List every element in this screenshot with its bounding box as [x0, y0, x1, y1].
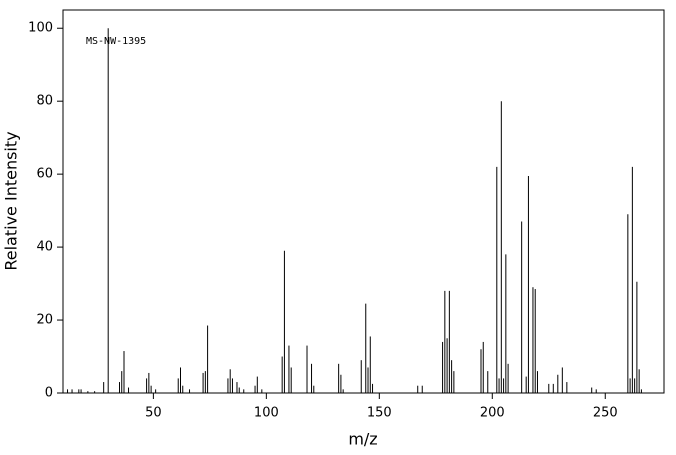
y-tick-label: 80 — [36, 94, 53, 109]
y-tick-label: 100 — [28, 21, 53, 36]
x-tick-label: 50 — [145, 406, 162, 421]
x-tick-label: 150 — [367, 406, 392, 421]
x-axis-label: m/z — [348, 430, 377, 449]
x-tick-label: 200 — [480, 406, 505, 421]
y-axis-label: Relative Intensity — [2, 131, 21, 270]
y-tick-label: 40 — [36, 240, 53, 255]
x-tick-label: 250 — [593, 406, 618, 421]
y-tick-label: 60 — [36, 167, 53, 182]
annotation: MS-NW-1395 — [86, 36, 146, 47]
x-tick-label: 100 — [254, 406, 279, 421]
plot-frame — [62, 9, 665, 394]
y-tick-label: 0 — [45, 386, 53, 401]
y-tick-label: 20 — [36, 313, 53, 328]
